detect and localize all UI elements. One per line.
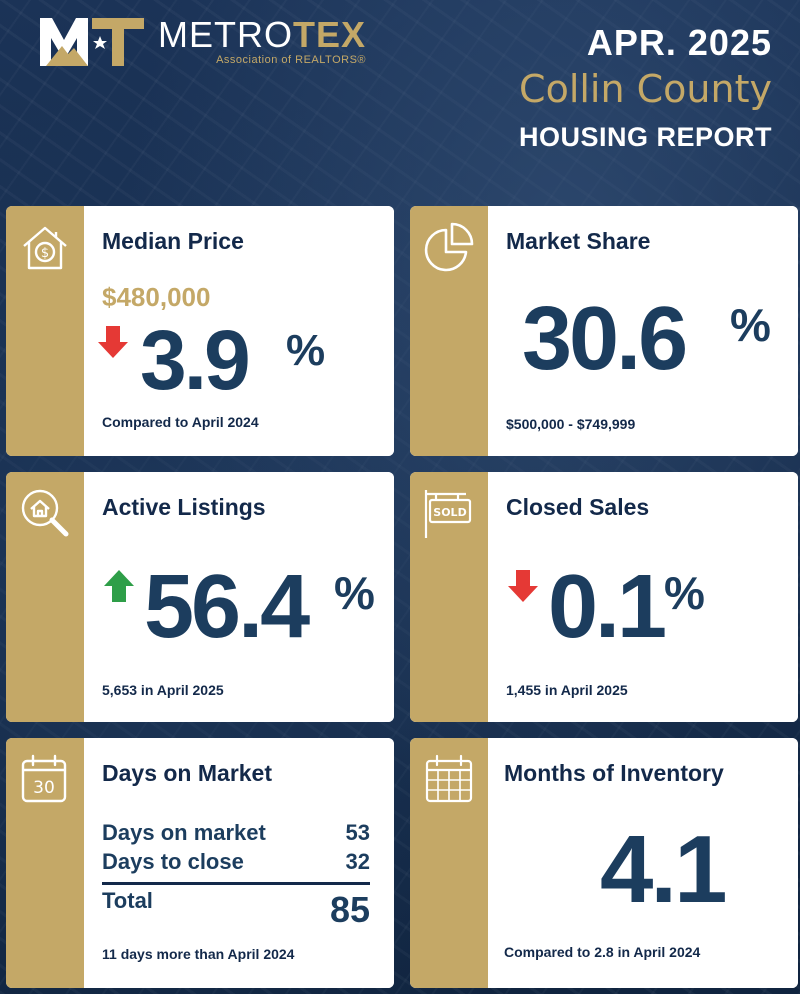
closed-sales-change: 0.1 — [548, 557, 667, 657]
dom-row-days-on-market: Days on market 53 — [102, 820, 370, 846]
market-share-unit: % — [730, 299, 771, 351]
arrow-down-icon — [98, 326, 128, 358]
months-inventory-value: 4.1 — [600, 816, 727, 923]
active-listings-card: Active Listings 56.4 % 5,653 in April 20… — [6, 472, 394, 722]
market-share-card: Market Share 30.6 % $500,000 - $749,999 — [410, 206, 798, 456]
closed-sales-title: Closed Sales — [506, 494, 650, 520]
closed-sales-card: SOLD Closed Sales 0.1 % 1,455 in April 2… — [410, 472, 798, 722]
mt-logo-icon — [40, 18, 144, 66]
days-on-market-card: 30 Days on Market Days on market 53 Days… — [6, 738, 394, 988]
median-price-change-unit: % — [286, 326, 326, 375]
house-search-icon — [21, 489, 69, 537]
svg-text:30: 30 — [33, 778, 55, 798]
active-listings-title: Active Listings — [102, 494, 266, 520]
active-listings-change: 56.4 — [144, 557, 310, 657]
dom-total-value: 85 — [329, 889, 370, 930]
market-share-value: 30.6 — [522, 289, 688, 389]
logo-name-light: METRO — [158, 13, 293, 55]
dom-row-days-to-close: Days to close 32 — [102, 849, 370, 875]
svg-text:$: $ — [41, 246, 49, 261]
logo-subtitle: Association of REALTORS® — [216, 53, 367, 66]
market-share-footnote: $500,000 - $749,999 — [506, 416, 636, 432]
dom-row-value: 53 — [345, 820, 370, 845]
report-date: APR. 2025 — [586, 22, 772, 63]
report-title: HOUSING REPORT — [518, 122, 772, 152]
calendar-30-icon: 30 — [21, 754, 67, 803]
days-on-market-title: Days on Market — [102, 760, 273, 786]
dom-row-label: Days on market — [102, 820, 266, 845]
sold-sign-icon: SOLD — [424, 490, 472, 538]
median-price-change: 3.9 — [140, 313, 251, 407]
dom-row-label: Days to close — [102, 849, 244, 874]
dom-row-total: Total 85 — [102, 888, 370, 928]
median-price-title: Median Price — [102, 228, 244, 254]
median-price-value: $480,000 — [102, 282, 211, 312]
logo-name-bold: TEX — [293, 13, 367, 55]
arrow-down-icon — [508, 570, 538, 602]
median-price-card: $ Median Price $480,000 3.9 % Compared t… — [6, 206, 394, 456]
report-county: Collin County — [519, 67, 772, 111]
calendar-grid-icon — [425, 754, 473, 803]
closed-sales-change-unit: % — [664, 567, 705, 619]
months-inventory-card: Months of Inventory 4.1 Compared to 2.8 … — [410, 738, 798, 988]
closed-sales-footnote: 1,455 in April 2025 — [506, 682, 628, 698]
active-listings-change-unit: % — [334, 567, 375, 619]
metrotex-logo: METROTEX Association of REALTORS® — [38, 14, 366, 68]
days-on-market-footnote: 11 days more than April 2024 — [102, 946, 295, 962]
pie-chart-icon — [424, 222, 474, 272]
total-divider — [102, 882, 370, 885]
active-listings-footnote: 5,653 in April 2025 — [102, 682, 224, 698]
arrow-up-icon — [104, 570, 134, 602]
median-price-footnote: Compared to April 2024 — [102, 414, 259, 430]
svg-text:SOLD: SOLD — [433, 506, 466, 519]
dom-total-label: Total — [102, 888, 153, 913]
house-dollar-icon: $ — [23, 226, 67, 270]
dom-row-value: 32 — [345, 849, 370, 874]
market-share-title: Market Share — [506, 228, 651, 254]
months-inventory-footnote: Compared to 2.8 in April 2024 — [504, 944, 701, 960]
months-inventory-title: Months of Inventory — [504, 760, 724, 786]
